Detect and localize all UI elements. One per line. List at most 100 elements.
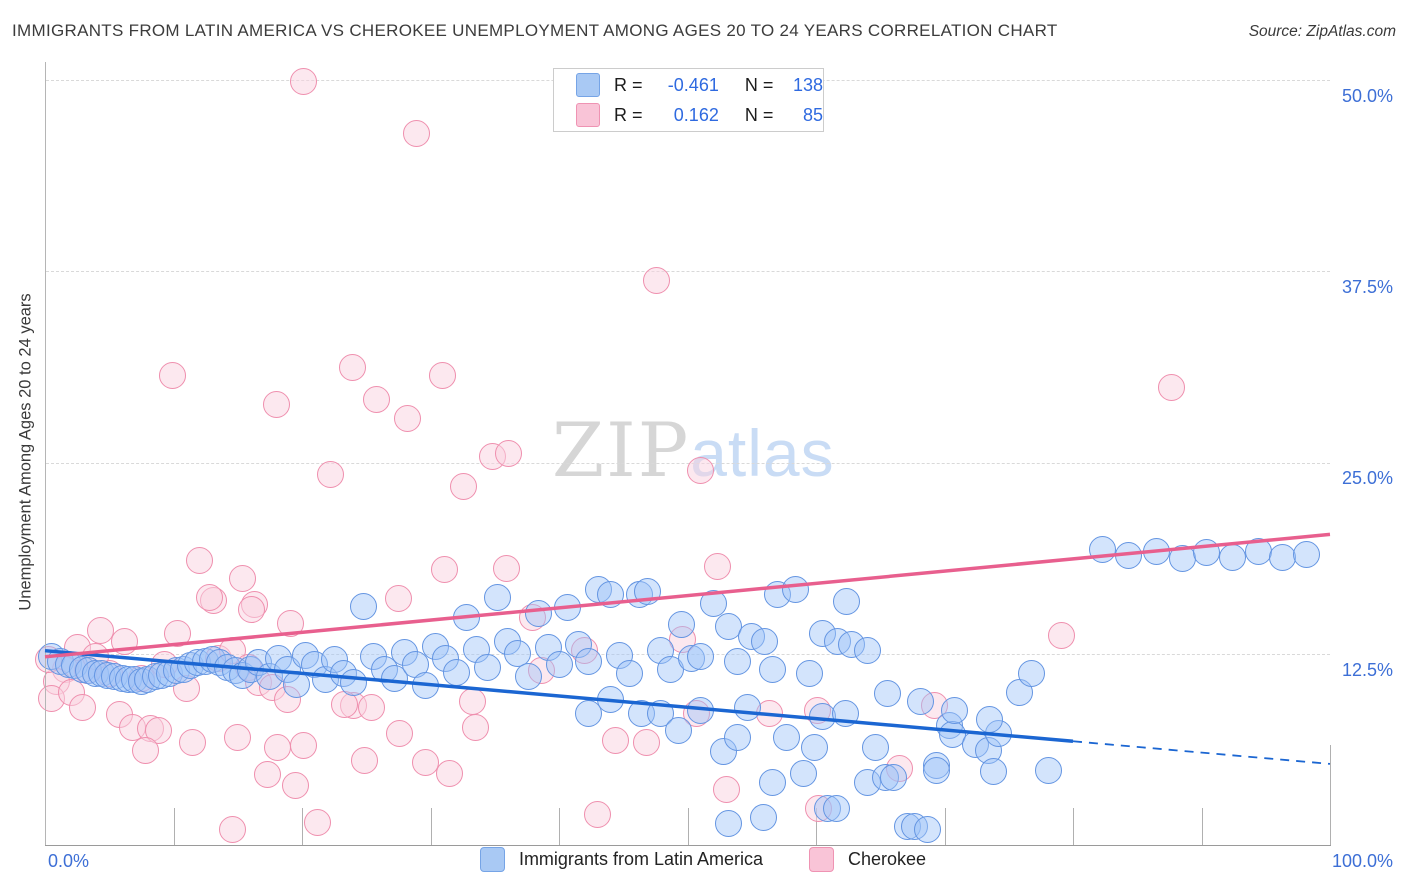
scatter-point-blue: [514, 663, 542, 691]
scatter-point-pink: [179, 728, 207, 756]
scatter-point-blue: [1218, 543, 1246, 571]
scatter-point-pink: [632, 728, 660, 756]
scatter-point-blue: [667, 611, 695, 639]
scatter-point-pink: [289, 68, 317, 96]
scatter-point-blue: [1089, 536, 1117, 564]
scatter-point-pink: [351, 747, 379, 775]
y-tick-label-50: 50.0%: [1341, 86, 1393, 106]
scatter-point-pink: [253, 761, 281, 789]
scatter-point-pink: [262, 390, 290, 418]
x-axis-max-label: 100.0%: [1331, 851, 1393, 871]
page-title: IMMIGRANTS FROM LATIN AMERICA VS CHEROKE…: [12, 21, 1058, 40]
scatter-point-pink: [492, 554, 520, 582]
scatter-point-blue: [554, 594, 582, 622]
pink-series-swatch: [576, 103, 600, 127]
blue-legend-label: Immigrants from Latin America: [518, 849, 764, 869]
correlation-legend: R = -0.461 N = 138 R = 0.162 N = 85: [553, 68, 824, 132]
x-tick-10: [173, 808, 175, 845]
scatter-point-blue: [1168, 545, 1196, 573]
n-label: N =: [744, 74, 774, 95]
pink-legend-swatch: [809, 847, 835, 872]
scatter-point-pink: [386, 719, 414, 747]
scatter-point-pink: [402, 120, 430, 148]
scatter-point-blue: [350, 592, 378, 620]
scatter-point-blue: [879, 764, 907, 792]
scatter-point-pink: [431, 556, 459, 584]
scatter-point-blue: [975, 706, 1003, 734]
scatter-point-blue: [758, 655, 786, 683]
r-label: R =: [614, 104, 643, 125]
scatter-point-blue: [781, 575, 809, 603]
x-tick-40: [559, 808, 560, 845]
x-tick-80: [1073, 808, 1074, 845]
watermark-atlas-text: atlas: [690, 416, 835, 490]
scatter-point-blue: [411, 672, 439, 700]
y-axis-line: [45, 62, 46, 845]
scatter-point-blue: [524, 600, 552, 628]
r-value-pink: 0.162: [673, 104, 719, 125]
scatter-point-pink: [316, 461, 344, 489]
scatter-point-blue: [686, 696, 714, 724]
scatter-point-blue: [473, 654, 501, 682]
scatter-point-pink: [195, 583, 223, 611]
x-axis-line: [45, 845, 1331, 846]
scatter-point-blue: [1114, 542, 1142, 570]
scatter-point-pink: [428, 361, 456, 389]
scatter-point-blue: [861, 733, 889, 761]
scatter-point-pink: [163, 620, 191, 648]
scatter-point-blue: [772, 724, 800, 752]
x-tick-90: [1201, 808, 1203, 845]
x-tick-20: [302, 808, 303, 845]
scatter-point-blue: [801, 733, 829, 761]
scatter-point-blue: [796, 660, 824, 688]
scatter-point-blue: [853, 637, 881, 665]
scatter-point-pink: [219, 816, 247, 844]
scatter-point-blue: [1244, 537, 1272, 565]
scatter-point-pink: [357, 693, 385, 721]
scatter-point-blue: [575, 647, 603, 675]
scatter-point-blue: [823, 794, 851, 822]
x-tick-50: [687, 808, 689, 845]
source-attribution: Source: ZipAtlas.com: [1248, 23, 1396, 40]
scatter-point-blue: [442, 658, 470, 686]
scatter-point-pink: [1047, 621, 1075, 649]
scatter-point-pink: [459, 687, 487, 715]
scatter-point-blue: [452, 603, 480, 631]
scatter-point-blue: [665, 716, 692, 744]
scatter-point-blue: [1143, 537, 1171, 565]
y-tick-label-12-5: 12.5%: [1341, 660, 1393, 680]
blue-series-swatch: [576, 73, 600, 97]
scatter-point-blue: [874, 680, 902, 708]
scatter-point-blue: [758, 768, 786, 796]
scatter-point-pink: [264, 733, 292, 761]
scatter-point-pink: [436, 759, 464, 787]
series-legend: Immigrants from Latin America Cherokee: [0, 847, 1406, 872]
scatter-point-pink: [411, 748, 439, 776]
scatter-point-blue: [789, 759, 817, 787]
scatter-point-pink: [86, 617, 114, 645]
scatter-point-pink: [111, 628, 139, 655]
x-tick-30: [430, 808, 432, 845]
scatter-point-blue: [979, 758, 1007, 786]
scatter-point-pink: [303, 808, 331, 836]
scatter-point-pink: [461, 713, 489, 741]
n-value-pink: 85: [802, 104, 823, 125]
legend-row-blue: R = -0.461 N = 138: [554, 72, 823, 99]
scatter-point-blue: [923, 756, 951, 784]
trend-line-blue-dashed: [1072, 740, 1331, 765]
scatter-point-blue: [1018, 660, 1046, 688]
n-value-blue: 138: [792, 74, 823, 95]
scatter-point-pink: [238, 595, 266, 623]
scatter-point-blue: [1193, 539, 1221, 567]
scatter-point-blue: [914, 816, 942, 844]
scatter-point-pink: [338, 354, 366, 382]
scatter-point-pink: [495, 439, 523, 467]
scatter-point-pink: [363, 386, 391, 414]
scatter-point-pink: [602, 727, 630, 755]
scatter-point-blue: [1035, 756, 1063, 784]
scatter-point-blue: [545, 650, 573, 678]
scatter-point-pink: [229, 565, 257, 593]
scatter-point-pink: [384, 585, 412, 613]
scatter-point-blue: [833, 588, 861, 616]
scatter-point-blue: [941, 696, 969, 724]
